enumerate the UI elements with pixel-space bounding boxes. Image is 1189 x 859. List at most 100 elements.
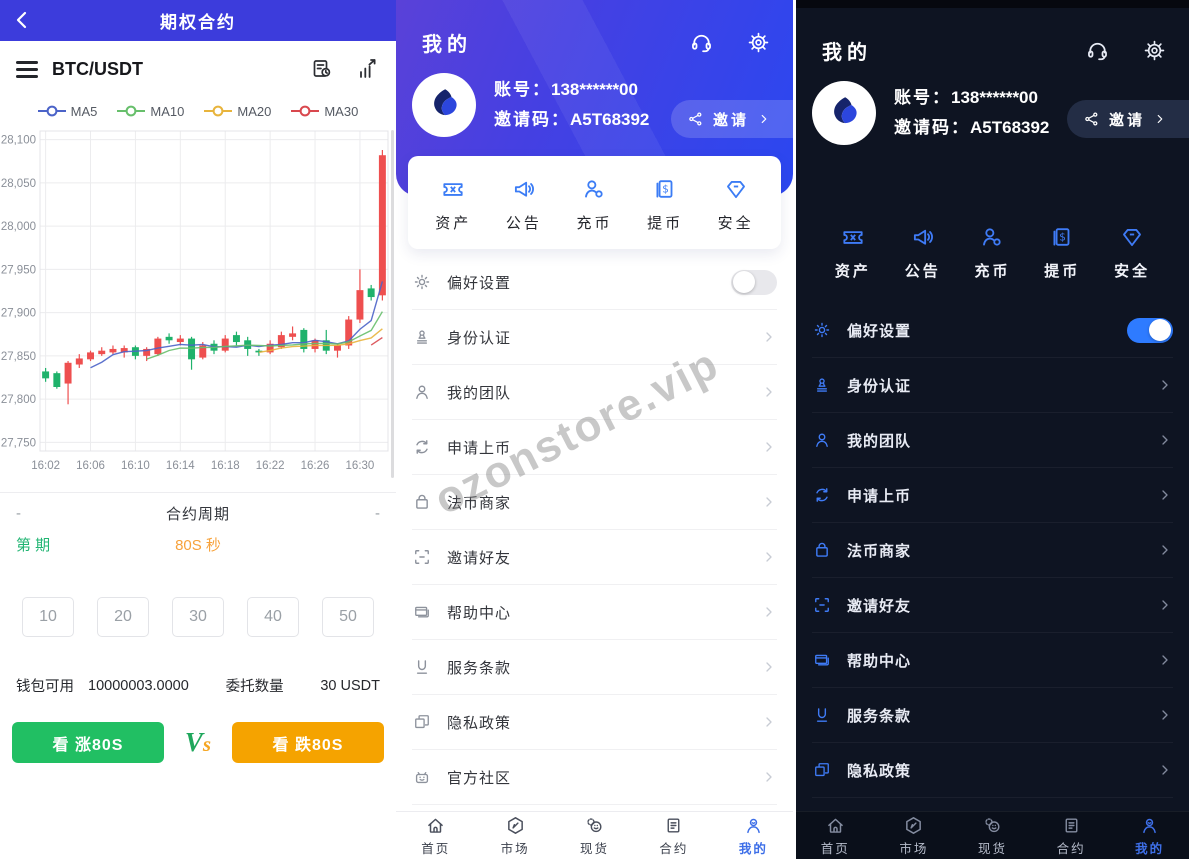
listing-refresh-icon <box>812 485 832 505</box>
menu-item[interactable]: 申请上币 <box>812 468 1173 523</box>
nav-首页[interactable]: 首页 <box>796 812 875 859</box>
invite-button[interactable]: 邀请 <box>671 100 793 138</box>
sun-icon <box>812 320 832 340</box>
feature-充币[interactable]: 充币 <box>958 224 1028 281</box>
avatar[interactable] <box>412 73 476 137</box>
feature-安全[interactable]: 安全 <box>1097 224 1167 281</box>
kline-icon[interactable] <box>356 57 380 81</box>
headset-icon[interactable] <box>689 30 714 55</box>
invite-scan-icon <box>812 595 832 615</box>
gear-icon[interactable] <box>1142 38 1167 63</box>
invite-code-value: A5T68392 <box>970 118 1050 137</box>
invite-button[interactable]: 邀请 <box>1067 100 1189 138</box>
period-header: - 合约周期 - <box>0 493 396 524</box>
nav-我的[interactable]: 我的 <box>1110 812 1189 859</box>
menu-item[interactable]: 申请上币 <box>412 420 777 475</box>
menu-item[interactable]: 邀请好友 <box>812 578 1173 633</box>
legend-MA10[interactable]: MA10 <box>117 104 184 119</box>
nav-市场[interactable]: 市场 <box>475 812 554 859</box>
withdraw-passbook-icon <box>652 176 678 202</box>
home-icon <box>825 815 846 836</box>
nav-现货[interactable]: 现货 <box>555 812 634 859</box>
chevron-right-icon <box>1157 487 1173 503</box>
menu-item[interactable]: 偏好设置 <box>812 303 1173 358</box>
menu-item[interactable]: 我的团队 <box>812 413 1173 468</box>
nav-label: 现货 <box>580 841 610 856</box>
avatar[interactable] <box>812 81 876 145</box>
legend-MA30[interactable]: MA30 <box>291 104 358 119</box>
menu-item[interactable]: 帮助中心 <box>412 585 777 640</box>
pair-bar: BTC/USDT <box>0 41 396 97</box>
menu-item-label: 身份认证 <box>447 329 512 347</box>
nav-我的[interactable]: 我的 <box>714 812 793 859</box>
team-user-icon <box>412 382 432 402</box>
announcement-megaphone-icon <box>511 176 537 202</box>
nav-合约[interactable]: 合约 <box>1032 812 1111 859</box>
headset-icon[interactable] <box>1085 38 1110 63</box>
feature-提币[interactable]: 提币 <box>630 176 701 233</box>
menu-item[interactable]: 法币商家 <box>812 523 1173 578</box>
back-icon[interactable] <box>10 8 34 32</box>
feature-充币[interactable]: 充币 <box>559 176 630 233</box>
chevron-right-icon <box>1157 707 1173 723</box>
flame-logo-icon <box>421 82 467 128</box>
menu-item[interactable]: 隐私政策 <box>812 743 1173 798</box>
feature-安全[interactable]: 安全 <box>700 176 771 233</box>
svg-text:28,050: 28,050 <box>1 178 36 190</box>
menu-item[interactable]: 帮助中心 <box>812 633 1173 688</box>
amount-option[interactable]: 30 <box>172 597 224 637</box>
menu-item-label: 法币商家 <box>847 542 912 560</box>
menu-item[interactable]: 身份认证 <box>812 358 1173 413</box>
menu-item-label: 服务条款 <box>847 707 912 725</box>
menu-item[interactable]: 官方社区 <box>412 750 777 805</box>
nav-首页[interactable]: 首页 <box>396 812 475 859</box>
legend-MA20[interactable]: MA20 <box>204 104 271 119</box>
menu-item-label: 偏好设置 <box>447 274 512 292</box>
feature-公告[interactable]: 公告 <box>888 224 958 281</box>
amount-option[interactable]: 10 <box>22 597 74 637</box>
menu-item[interactable]: 隐私政策 <box>412 695 777 750</box>
menu-item[interactable]: 法币商家 <box>412 475 777 530</box>
nav-市场[interactable]: 市场 <box>875 812 954 859</box>
order-history-icon[interactable] <box>310 57 334 81</box>
nav-label: 我的 <box>1135 841 1165 856</box>
legend-MA5[interactable]: MA5 <box>37 104 97 119</box>
duration-value[interactable]: 80S 秒 <box>175 537 221 554</box>
svg-text:16:26: 16:26 <box>301 460 330 472</box>
nav-label: 首页 <box>820 841 850 856</box>
feature-资产[interactable]: 资产 <box>418 176 489 233</box>
menu-item[interactable]: 邀请好友 <box>412 530 777 585</box>
feature-资产[interactable]: 资产 <box>818 224 888 281</box>
menu-item[interactable]: 服务条款 <box>812 688 1173 743</box>
amount-option[interactable]: 20 <box>97 597 149 637</box>
hamburger-icon[interactable] <box>16 60 38 78</box>
menu-item[interactable]: 偏好设置 <box>412 255 777 310</box>
menu-item[interactable]: 服务条款 <box>412 640 777 695</box>
feature-提币[interactable]: 提币 <box>1027 224 1097 281</box>
menu-item-label: 帮助中心 <box>847 652 912 670</box>
menu-item[interactable]: 身份认证 <box>412 310 777 365</box>
share-icon <box>1083 110 1101 128</box>
preference-toggle[interactable] <box>1127 317 1173 343</box>
spot-coins-icon <box>982 815 1003 836</box>
nav-现货[interactable]: 现货 <box>953 812 1032 859</box>
home-icon <box>425 815 446 836</box>
invite-code-label: 邀请码： <box>894 118 970 137</box>
menu-item[interactable]: 我的团队 <box>412 365 777 420</box>
gear-icon[interactable] <box>746 30 771 55</box>
menu-item-label: 我的团队 <box>447 384 512 402</box>
preference-toggle[interactable] <box>731 269 777 295</box>
nav-合约[interactable]: 合约 <box>634 812 713 859</box>
order-amount-label: 委托数量 <box>225 679 284 695</box>
invite-code-value: A5T68392 <box>570 110 650 129</box>
feature-公告[interactable]: 公告 <box>489 176 560 233</box>
bet-down-button[interactable]: 看 跌80S <box>231 722 384 763</box>
amount-option[interactable]: 40 <box>247 597 299 637</box>
bet-up-button[interactable]: 看 涨80S <box>12 722 164 763</box>
nav-label: 首页 <box>421 841 451 856</box>
amount-option[interactable]: 50 <box>322 597 374 637</box>
scrollbar[interactable] <box>391 130 394 478</box>
terms-u-icon <box>412 657 432 677</box>
menu-item-label: 邀请好友 <box>847 597 912 615</box>
